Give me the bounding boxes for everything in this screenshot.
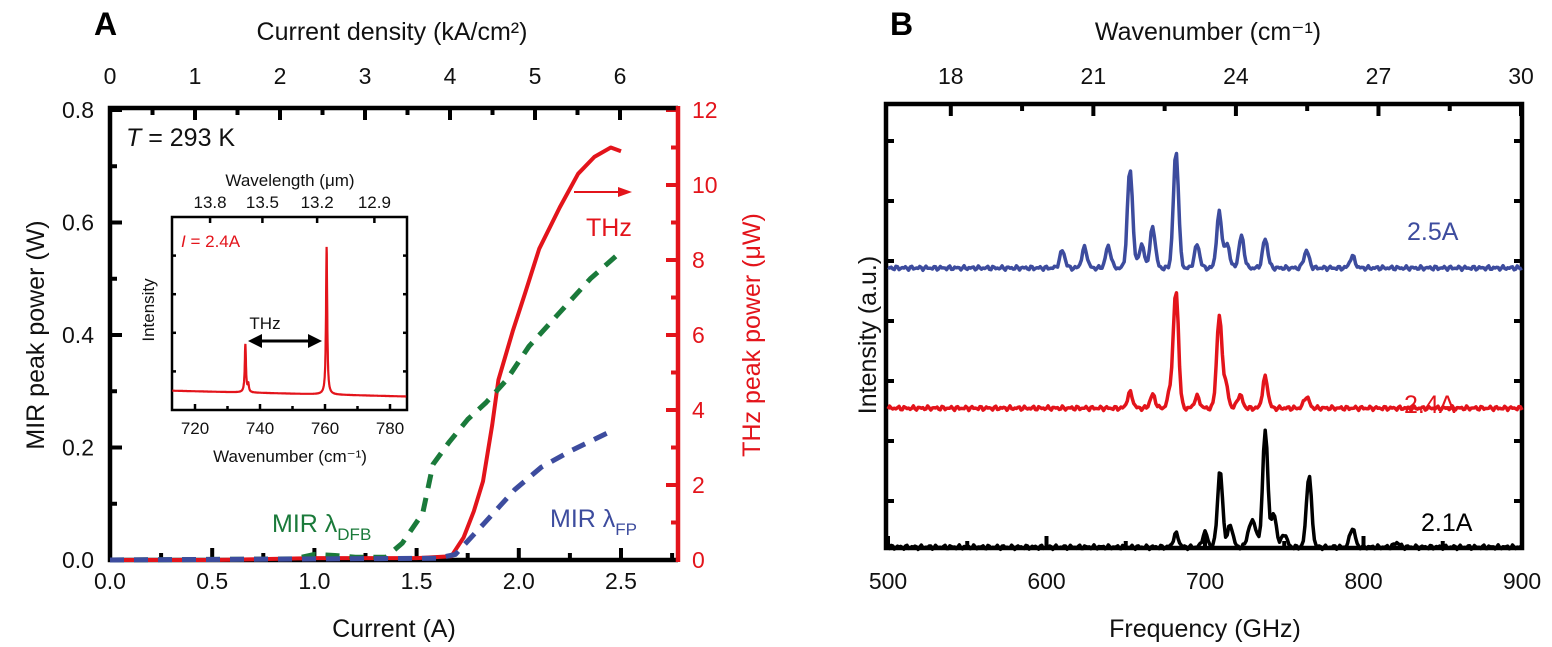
b-x2-tick-label: 27 [1366,63,1392,89]
x2-tick-label: 0 [104,63,117,89]
b-x2-tick-label: 30 [1508,63,1534,89]
x2-tick-label: 6 [614,63,627,89]
y-tick-label: 0.4 [62,322,94,348]
y-tick-label: 0.2 [62,435,94,461]
spectrum-2-4a [886,291,1524,413]
y2-tick-label: 8 [692,247,705,273]
panel-b: B Wavenumber (cm⁻¹) Frequency (GHz) Inte… [854,6,1541,643]
y-tick-label: 0.8 [62,97,94,123]
y2-tick-label: 10 [692,172,718,198]
plot-frame-a [107,105,678,563]
panel-a: A Current density (kA/cm²) Current (A) M… [22,6,766,643]
y2-axis-title-thz-power: THz peak power (μW) [738,213,766,457]
inset-x-axis-title: Wavenumber (cm⁻¹) [213,447,367,466]
b-x2-tick-label: 21 [1081,63,1107,89]
x2-tick-label: 1 [189,63,202,89]
panel-label-a: A [94,6,117,42]
spectrum-2-1a [887,428,1524,552]
x-tick-label: 2.5 [605,568,637,594]
x-axis-title-frequency: Frequency (GHz) [1109,615,1301,643]
y-axis-title-intensity: Intensity (a.u.) [854,256,882,414]
x-axis-title-current: Current (A) [332,615,456,643]
y2-tick-label: 12 [692,97,718,123]
x-tick-label: 1.5 [401,568,433,594]
b-x-tick-label: 600 [1027,568,1065,594]
inset-frame [170,215,409,412]
top-axis-title-wavenumber: Wavenumber (cm⁻¹) [1095,18,1321,46]
b-x-tick-label: 900 [1503,568,1541,594]
inset-x-tick-label: 720 [181,419,209,438]
y2-tick-label: 0 [692,547,705,573]
b-x2-tick-label: 18 [938,63,964,89]
x2-tick-label: 2 [274,63,287,89]
spectrum-label: 2.1A [1421,509,1473,537]
mir-dfb-power-curve [109,251,621,563]
y2-tick-label: 4 [692,397,705,423]
mir-fp-power-curve [109,431,608,563]
inset-thz-label: THz [249,314,280,333]
inset-arrow-left-icon [248,334,262,348]
spectrum-2-5a [887,151,1523,273]
spectrum-label: 2.4A [1404,391,1456,419]
spectrum-label: 2.5A [1407,218,1459,246]
inset-spectrum-curve [172,246,407,398]
inset-spectrum: Wavelength (μm) Wavenumber (cm⁻¹) Intens… [139,171,409,466]
panel-label-b: B [890,6,913,42]
inset-x2-tick-label: 13.5 [246,193,279,212]
x2-tick-label: 4 [444,63,457,89]
inset-arrow-right-icon [308,334,322,348]
inset-x-tick-label: 780 [376,419,404,438]
x-tick-label: 0.5 [196,568,228,594]
inset-x2-tick-label: 13.8 [194,193,227,212]
inset-x2-tick-label: 12.9 [358,193,391,212]
y2-tick-label: 2 [692,472,705,498]
mir-fp-label: MIR λFP [550,505,637,539]
b-x2-tick-label: 24 [1223,63,1249,89]
b-x-tick-label: 800 [1344,568,1382,594]
temperature-annotation: T = 293 K [126,124,235,152]
x2-tick-label: 5 [529,63,542,89]
x-tick-label: 0.0 [94,568,126,594]
x-tick-label: 1.0 [298,568,330,594]
y-tick-label: 0.6 [62,210,94,236]
x-tick-label: 2.0 [503,568,535,594]
thz-curve-label: THz [586,214,632,242]
inset-current-label: I = 2.4A [181,232,241,251]
inset-x-tick-label: 740 [246,419,274,438]
b-x-tick-label: 700 [1186,568,1224,594]
y-tick-label: 0.0 [62,547,94,573]
y2-tick-label: 6 [692,322,705,348]
top-axis-title-current-density: Current density (kA/cm²) [257,18,528,46]
inset-top-axis-title: Wavelength (μm) [225,171,354,190]
inset-x2-tick-label: 13.2 [301,193,334,212]
b-x-tick-label: 500 [869,568,907,594]
inset-x-tick-label: 760 [311,419,339,438]
plot-frame-b [883,101,1525,551]
inset-y-axis-title: Intensity [139,278,158,342]
thz-arrow-icon [618,187,632,197]
y-axis-title-mir-power: MIR peak power (W) [22,220,50,449]
mir-dfb-label: MIR λDFB [272,510,371,544]
x2-tick-label: 3 [359,63,372,89]
